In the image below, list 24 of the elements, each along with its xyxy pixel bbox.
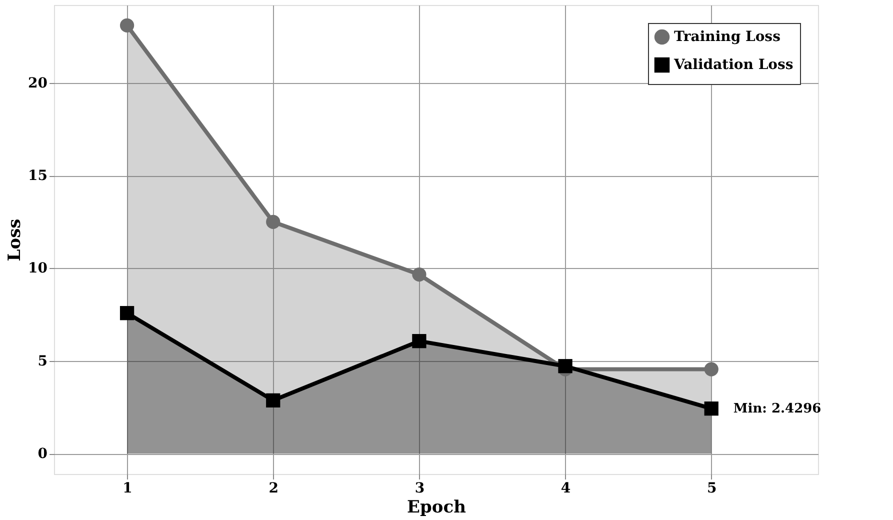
point	[412, 267, 426, 282]
point	[120, 306, 134, 320]
legend-label: Validation Loss	[673, 57, 794, 73]
y-tick-label: 5	[38, 353, 48, 370]
x-tick-label: 5	[706, 480, 717, 496]
point	[412, 334, 426, 348]
x-tick-label: 4	[560, 480, 571, 496]
annotation: Min: 2.4296	[733, 402, 822, 417]
y-tick-label: 20	[28, 75, 48, 92]
x-tick-label: 1	[122, 480, 132, 496]
point	[120, 18, 134, 32]
x-tick-label: 2	[268, 480, 278, 496]
y-tick-label: 10	[28, 260, 48, 277]
point	[704, 402, 718, 416]
point	[704, 362, 718, 376]
y-tick-label: 0	[38, 446, 48, 462]
point	[266, 393, 280, 408]
x-tick-label: 3	[414, 480, 425, 496]
y-axis-title: Loss	[5, 218, 26, 262]
y-tick-label: 15	[28, 168, 48, 184]
legend-label: Training Loss	[674, 29, 781, 45]
point	[558, 359, 572, 374]
x-axis-title: Epoch	[407, 498, 466, 518]
point	[266, 214, 280, 229]
